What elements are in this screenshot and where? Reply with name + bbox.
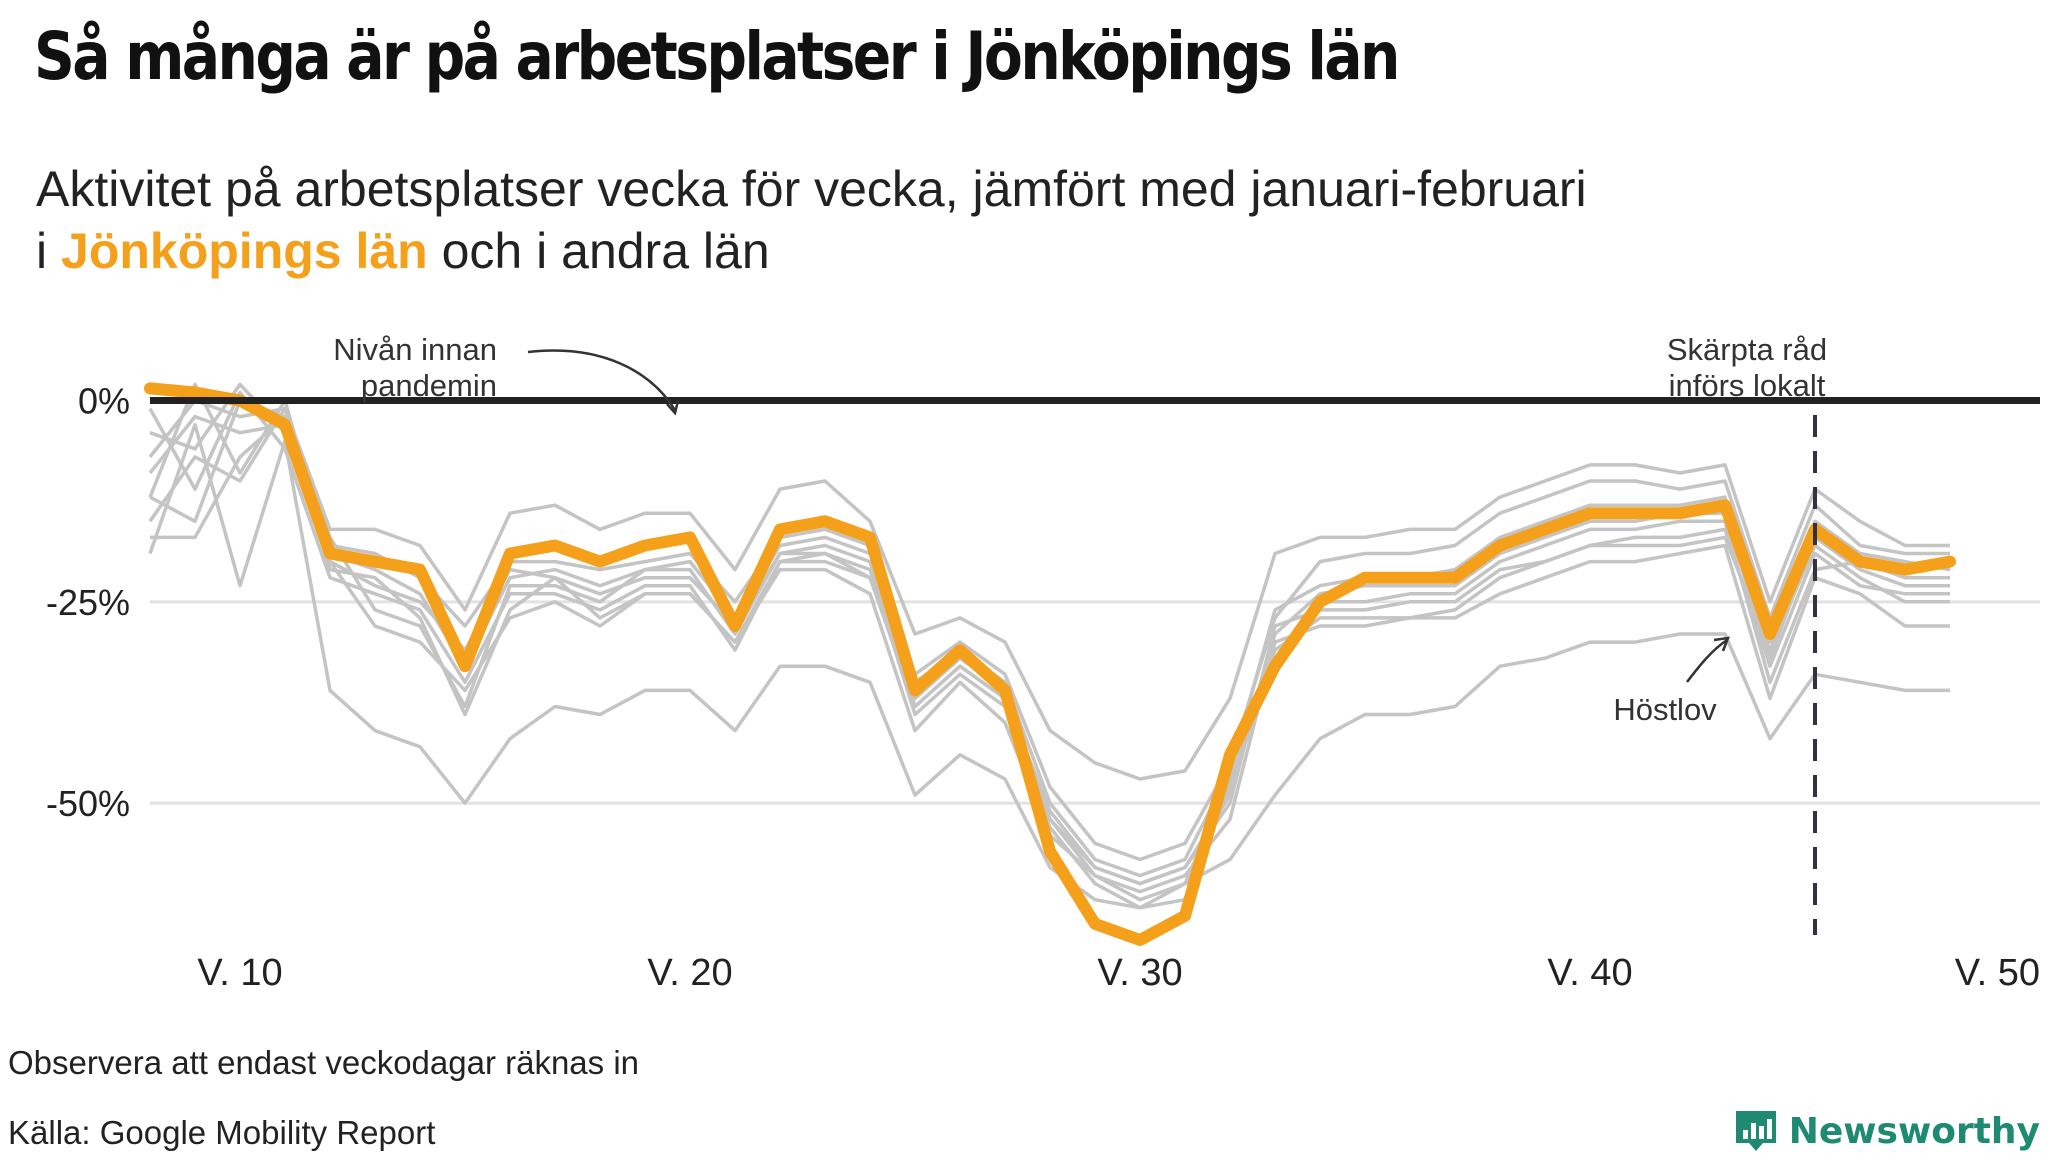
annotation-restrictions-line-1: Skärpta råd (1667, 332, 1827, 367)
annotation-restrictions: Skärpta råd införs lokalt (1667, 332, 1827, 403)
subtitle-line-1: Aktivitet på arbetsplatser vecka för vec… (36, 161, 1587, 217)
x-tick-label: V. 30 (1097, 952, 1182, 994)
annotation-autumn-break-label: Höstlov (1613, 692, 1717, 727)
x-tick-label: V. 20 (647, 952, 732, 994)
newsworthy-logo-icon (1735, 1111, 1776, 1151)
x-tick-label: V. 10 (197, 952, 282, 994)
other-region-line (148, 398, 1950, 781)
x-tick-label: V. 50 (1955, 952, 2040, 994)
y-tick-label: 0% (78, 381, 130, 422)
brand-logo: Newsworthy (1733, 1108, 2040, 1154)
annotation-pre-pandemic-line-1: Nivån innan (333, 332, 497, 367)
other-region-line (150, 414, 1950, 886)
annotation-autumn-break: Höstlov (1613, 636, 1730, 727)
subtitle-line-2-prefix: i (36, 223, 48, 279)
brand-name: Newsworthy (1788, 1110, 2040, 1152)
annotation-autumn-break-arrowhead (1713, 636, 1730, 652)
annotation-pre-pandemic-arrowhead (666, 400, 680, 416)
chart-subtitle: Aktivitet på arbetsplatser vecka för vec… (36, 158, 1587, 282)
subtitle-line-2-suffix: och i andra län (441, 223, 770, 279)
jonkoping-line (144, 382, 1956, 946)
x-axis-labels: V. 10 V. 20 V. 30 V. 40 V. 50 (197, 952, 2040, 994)
other-region-line (148, 422, 1950, 910)
y-axis-labels: 0% -25% -50% (46, 381, 130, 825)
annotation-pre-pandemic-arrow (527, 349, 677, 411)
y-tick-label: -25% (46, 582, 130, 623)
x-tick-label: V. 40 (1547, 952, 1632, 994)
annotation-pre-pandemic: Nivån innan pandemin (333, 332, 680, 416)
chart-title: Så många är på arbetsplatser i Jönköping… (34, 18, 1400, 95)
footer-source: Källa: Google Mobility Report (8, 1114, 436, 1151)
annotation-restrictions-line-2: införs lokalt (1669, 368, 1826, 403)
other-region-line (149, 382, 1950, 862)
highlight-region-line (144, 382, 1956, 946)
subtitle-highlight-region: Jönköpings län (61, 223, 428, 279)
annotation-autumn-break-arrow (1686, 638, 1728, 683)
y-tick-label: -50% (46, 783, 130, 824)
footer-note: Observera att endast veckodagar räknas i… (8, 1044, 640, 1081)
annotation-pre-pandemic-line-2: pandemin (361, 368, 497, 403)
